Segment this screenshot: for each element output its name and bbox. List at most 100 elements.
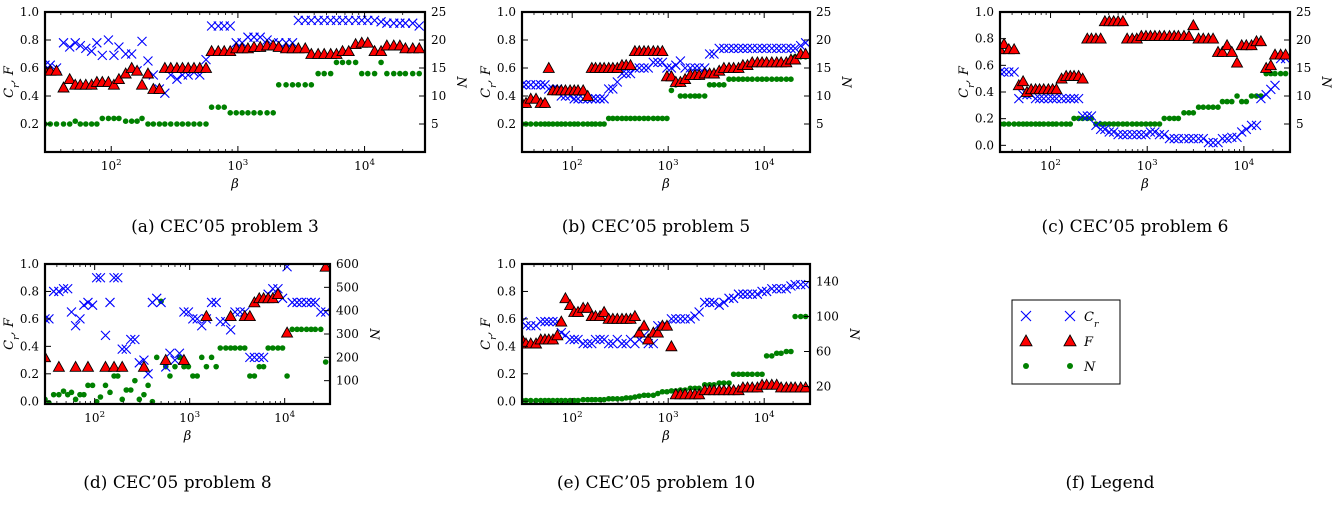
point-f (159, 353, 173, 365)
point-cr (1198, 133, 1209, 144)
point-cr (400, 18, 411, 29)
point-n (312, 326, 319, 333)
point-f (538, 96, 552, 108)
point-n (402, 70, 409, 77)
point-n (89, 382, 96, 389)
point-f (628, 309, 642, 322)
point-cr (595, 93, 605, 104)
point-cr (747, 43, 758, 54)
point-f (551, 328, 564, 341)
point-cr (612, 77, 623, 87)
point-n (409, 70, 416, 77)
point-cr (795, 279, 806, 290)
point-n (321, 70, 327, 77)
point-cr (109, 272, 119, 283)
point-n (66, 121, 73, 127)
y-left-tick-label: 1.0 (20, 5, 39, 19)
point-n (692, 93, 698, 99)
point-cr (603, 338, 614, 349)
series-n (522, 54, 809, 127)
x-tick-label: 102 (562, 158, 583, 173)
point-cr (255, 32, 266, 43)
point-cr (121, 344, 132, 354)
point-cr (1251, 120, 1262, 131)
point-n (251, 110, 257, 116)
y-left-tick-label: 0.0 (497, 394, 516, 408)
y-right-tick-label: 10 (1296, 89, 1311, 103)
point-cr (83, 297, 93, 308)
point-n (740, 371, 746, 378)
point-cr (590, 93, 601, 104)
point-cr (192, 314, 203, 324)
point-cr (790, 43, 801, 54)
y-left-tick-label: 0.6 (975, 58, 994, 72)
point-n (716, 82, 723, 88)
point-n (94, 121, 100, 127)
y-left-tick-label: 0.4 (497, 89, 516, 103)
point-n (275, 82, 282, 88)
point-cr (1246, 120, 1257, 131)
point-n (345, 59, 352, 66)
point-cr (296, 297, 307, 308)
y-right-tick-label: 140 (816, 275, 839, 289)
point-cr (174, 348, 185, 359)
series-cr (1000, 53, 1290, 148)
point-cr (1073, 93, 1084, 104)
x-tick-label: 104 (754, 158, 775, 173)
point-cr (1154, 129, 1165, 140)
point-cr (1003, 67, 1014, 77)
point-cr (1038, 93, 1049, 104)
chart-panel-b: 102 103 104 0.2 0.4 0.6 0.8 1.0 5 10 15 20 25 β Cr, F N… (479, 5, 853, 237)
point-n (203, 363, 210, 370)
point-n (158, 298, 164, 305)
point-cr (599, 93, 609, 104)
point-f (642, 333, 655, 345)
point-n (636, 393, 643, 399)
point-cr (714, 43, 725, 54)
point-n (322, 359, 329, 365)
point-n (339, 59, 346, 66)
point-n (1272, 70, 1278, 77)
point-cr (1100, 124, 1110, 135)
point-cr (80, 43, 91, 54)
point-n (797, 313, 804, 320)
point-n (1248, 93, 1255, 99)
plot-area (1000, 14, 1290, 148)
point-n (68, 389, 75, 396)
point-cr (621, 68, 632, 79)
point-n (150, 121, 157, 127)
point-n (1001, 121, 1007, 127)
y-left-tick-label: 1.0 (497, 5, 516, 19)
point-f (224, 309, 237, 322)
point-n (1175, 115, 1182, 122)
point-cr (91, 37, 102, 48)
point-cr (95, 272, 106, 283)
point-n (575, 121, 581, 127)
point-f (637, 319, 651, 331)
point-cr (1122, 129, 1133, 140)
point-cr (1136, 129, 1147, 140)
point-n (768, 76, 775, 82)
x-axis-label: β (183, 429, 192, 444)
panel-caption: (d) CEC’05 problem 8 (83, 473, 271, 493)
point-cr (301, 297, 312, 308)
x-tick-label: 102 (1040, 158, 1061, 173)
y-right-tick-label: 100 (336, 374, 359, 388)
y-left-tick-label: 0.2 (975, 112, 994, 126)
y-left-tick-label: 0.4 (20, 339, 39, 353)
x-tick-label: 103 (179, 410, 200, 425)
point-cr (733, 43, 744, 54)
point-n (545, 397, 552, 404)
y-left-tick-label: 0.4 (975, 85, 994, 99)
point-n (584, 396, 591, 403)
point-cr (249, 352, 260, 363)
point-cr (1184, 133, 1194, 144)
point-n (174, 121, 180, 127)
point-n (1253, 93, 1260, 99)
point-cr (617, 338, 627, 349)
point-cr (206, 297, 217, 308)
point-n (99, 115, 106, 122)
point-n (1224, 98, 1230, 105)
point-n (1058, 121, 1065, 127)
y-right-axis-label: N (846, 327, 861, 340)
